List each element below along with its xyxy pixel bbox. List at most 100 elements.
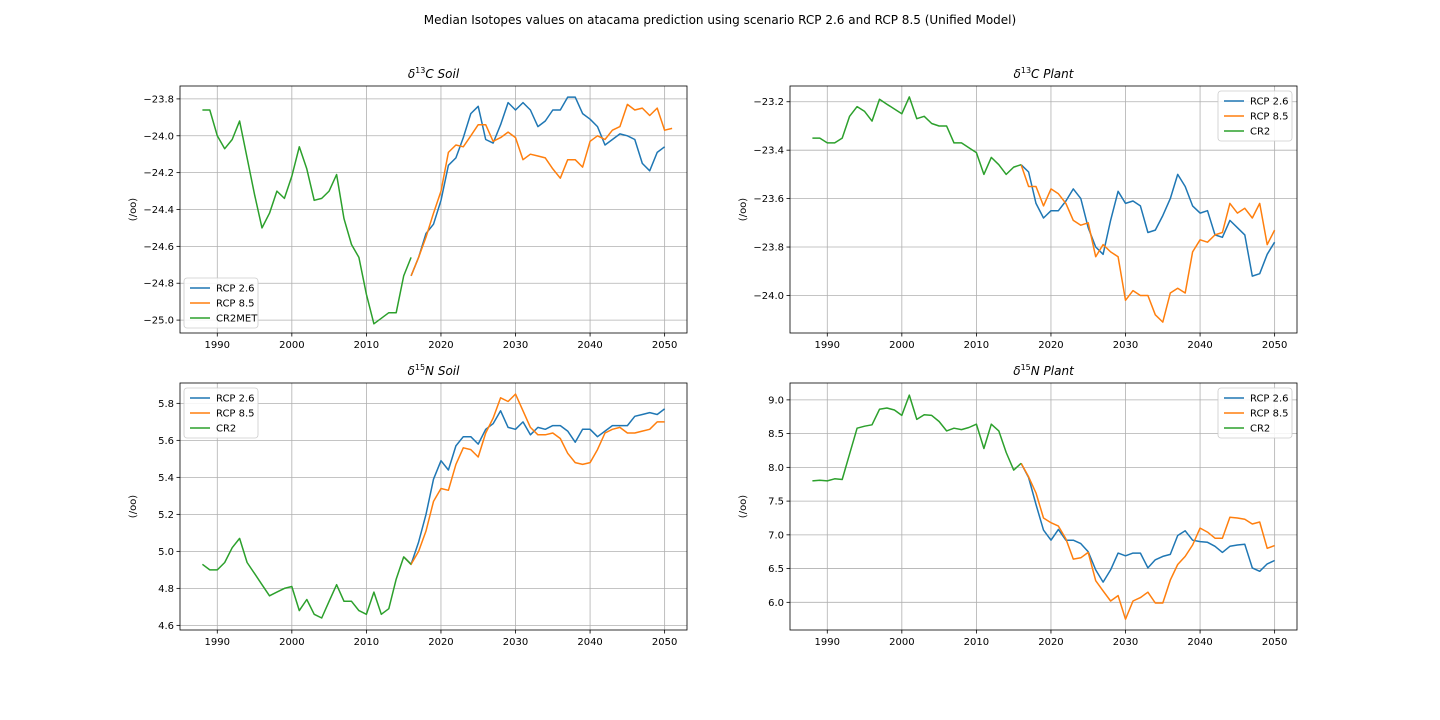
y-tick-label: −25.0 <box>143 316 174 327</box>
title-text: N Plant <box>1031 364 1075 378</box>
x-tick-label: 2010 <box>354 637 379 648</box>
legend: RCP 2.6 RCP 8.5 CR2 <box>1217 387 1293 439</box>
plot-frame <box>789 85 1298 334</box>
title-text: C Plant <box>1031 67 1075 81</box>
legend-label: RCP 8.5 <box>216 299 255 310</box>
legend-label: CR2MET <box>216 314 258 325</box>
x-tick-label: 2000 <box>889 340 914 351</box>
y-tick-label: 7.5 <box>768 497 784 508</box>
x-tick-label: 2050 <box>1262 340 1287 351</box>
series-line-cr2 <box>201 537 412 619</box>
legend-box <box>183 277 259 329</box>
x-tick-label: 2040 <box>577 340 602 351</box>
y-tick-label: −24.2 <box>143 168 174 179</box>
subplot-title: δ13C Soil <box>408 66 460 81</box>
x-tick-label: 2040 <box>1187 637 1212 648</box>
title-delta: δ <box>1014 67 1021 81</box>
series-line-cr2 <box>812 96 1022 176</box>
legend: RCP 2.6 RCP 8.5 CR2 <box>1217 90 1293 142</box>
y-tick-label: 8.5 <box>768 429 784 440</box>
x-tick-label: 2010 <box>354 340 379 351</box>
x-tick-label: 2030 <box>503 637 528 648</box>
y-axis-label: (/oo) <box>128 495 139 519</box>
y-tick-label: 7.0 <box>768 530 784 541</box>
x-tick-label: 1990 <box>205 637 230 648</box>
panel-d13c-plant: 1990 2000 2010 2020 2030 2040 2050 −24.0 −23.8 −2… <box>738 66 1298 351</box>
y-tick-label: 9.0 <box>768 395 784 406</box>
title-text: C Soil <box>425 67 459 81</box>
x-tick-label: 2020 <box>1038 637 1063 648</box>
y-tick-label: −24.0 <box>143 131 174 142</box>
series-line-rcp-2-6 <box>410 96 666 277</box>
legend-label: RCP 2.6 <box>216 284 255 295</box>
legend: RCP 2.6 RCP 8.5 CR2 <box>183 387 259 439</box>
legend: RCP 2.6 RCP 8.5 CR2MET <box>183 277 259 329</box>
legend-label: CR2 <box>1250 127 1270 138</box>
y-tick-label: 4.6 <box>158 621 174 632</box>
series-line-rcp-8-5 <box>410 103 673 277</box>
series-line-rcp-2-6 <box>1020 164 1276 277</box>
series-line-rcp-8-5 <box>1020 462 1275 620</box>
legend-label: RCP 2.6 <box>1250 394 1289 405</box>
legend-box <box>1217 387 1293 439</box>
x-tick-label: 2050 <box>1262 637 1287 648</box>
y-axis-label: (/oo) <box>738 495 749 519</box>
series-line-rcp-8-5 <box>1020 164 1276 323</box>
panel-d15n-soil: 1990 2000 2010 2020 2030 2040 2050 4.6 4.8 5.0 5.2… <box>128 363 688 648</box>
x-tick-label: 2010 <box>964 637 989 648</box>
y-tick-label: 6.0 <box>768 598 784 609</box>
y-axis-label: (/oo) <box>128 198 139 222</box>
series-line-cr2met <box>202 109 412 325</box>
y-tick-label: 8.0 <box>768 463 784 474</box>
x-tick-label: 1990 <box>815 340 840 351</box>
subplot-title: δ15N Soil <box>408 363 461 378</box>
legend-label: CR2 <box>216 424 236 435</box>
x-tick-label: 2050 <box>652 340 677 351</box>
x-tick-label: 2020 <box>428 340 453 351</box>
y-tick-label: −24.0 <box>753 291 784 302</box>
title-delta: δ <box>408 364 415 378</box>
legend-label: RCP 2.6 <box>1250 97 1289 108</box>
y-axis-label: (/oo) <box>738 198 749 222</box>
figure-title: Median Isotopes values on atacama predic… <box>424 13 1016 27</box>
y-tick-label: −24.8 <box>143 279 174 290</box>
y-tick-label: −24.6 <box>143 242 174 253</box>
title-superscript: 13 <box>1021 66 1031 75</box>
title-delta: δ <box>408 67 415 81</box>
legend-box <box>1217 90 1293 142</box>
y-tick-label: −23.2 <box>753 97 784 108</box>
y-tick-label: 5.8 <box>158 399 174 410</box>
x-tick-label: 2020 <box>428 637 453 648</box>
series-line-rcp-8-5 <box>403 393 665 566</box>
x-tick-label: 2030 <box>1113 340 1138 351</box>
series-line-rcp-2-6 <box>1020 462 1275 583</box>
y-tick-label: 6.5 <box>768 564 784 575</box>
legend-label: RCP 8.5 <box>1250 112 1289 123</box>
x-tick-label: 2000 <box>279 340 304 351</box>
y-tick-label: 5.4 <box>158 473 174 484</box>
legend-box <box>183 387 259 439</box>
x-tick-label: 2030 <box>503 340 528 351</box>
x-tick-label: 2040 <box>1187 340 1212 351</box>
legend-label: RCP 8.5 <box>1250 409 1289 420</box>
y-tick-label: −23.8 <box>753 243 784 254</box>
x-tick-label: 1990 <box>815 637 840 648</box>
title-superscript: 15 <box>1021 363 1031 372</box>
y-tick-label: 5.0 <box>158 547 174 558</box>
x-tick-label: 2050 <box>652 637 677 648</box>
series-line-cr2 <box>812 394 1022 482</box>
x-tick-label: 2030 <box>1113 637 1138 648</box>
x-tick-label: 1990 <box>205 340 230 351</box>
y-tick-label: −24.4 <box>143 205 174 216</box>
y-tick-label: 5.2 <box>158 510 174 521</box>
title-superscript: 15 <box>415 363 425 372</box>
x-tick-label: 2040 <box>577 637 602 648</box>
y-tick-label: −23.4 <box>753 146 784 157</box>
x-tick-label: 2020 <box>1038 340 1063 351</box>
legend-label: RCP 2.6 <box>216 394 255 405</box>
subplot-title: δ13C Plant <box>1014 66 1075 81</box>
legend-label: CR2 <box>1250 424 1270 435</box>
y-tick-label: 5.6 <box>158 436 174 447</box>
panel-d15n-plant: 1990 2000 2010 2020 2030 2040 2050 6.0 6.5 7.0 7.5… <box>738 363 1298 648</box>
